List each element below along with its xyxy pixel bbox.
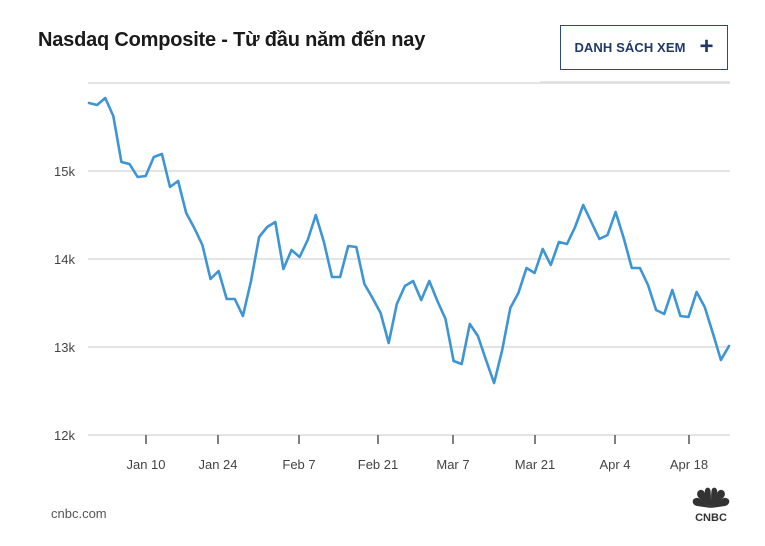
series-line: [87, 96, 731, 385]
y-axis-label: 12k: [54, 428, 75, 443]
x-axis-label: Apr 4: [599, 457, 630, 472]
y-axis-label: 14k: [54, 252, 75, 267]
x-axis-label: Jan 10: [126, 457, 165, 472]
x-axis-label: Jan 24: [198, 457, 237, 472]
header-divider: [540, 81, 730, 83]
watchlist-button-label: DANH SÁCH XEM: [574, 40, 686, 55]
x-axis-label: Mar 21: [515, 457, 555, 472]
y-axis-label: 15k: [54, 164, 75, 179]
y-axis-label: 13k: [54, 340, 75, 355]
cnbc-logo-text: CNBC: [695, 512, 727, 524]
chart-title: Nasdaq Composite - Từ đầu năm đến nay: [38, 29, 426, 51]
cnbc-peacock-icon: CNBC: [692, 487, 730, 524]
x-axis-label: Feb 21: [358, 457, 398, 472]
watchlist-button[interactable]: DANH SÁCH XEM +: [560, 25, 728, 70]
plus-icon: +: [699, 32, 714, 60]
x-axis-label: Apr 18: [670, 457, 708, 472]
x-axis-label: Feb 7: [282, 457, 315, 472]
source-label: cnbc.com: [51, 506, 107, 521]
x-axis-label: Mar 7: [436, 457, 469, 472]
